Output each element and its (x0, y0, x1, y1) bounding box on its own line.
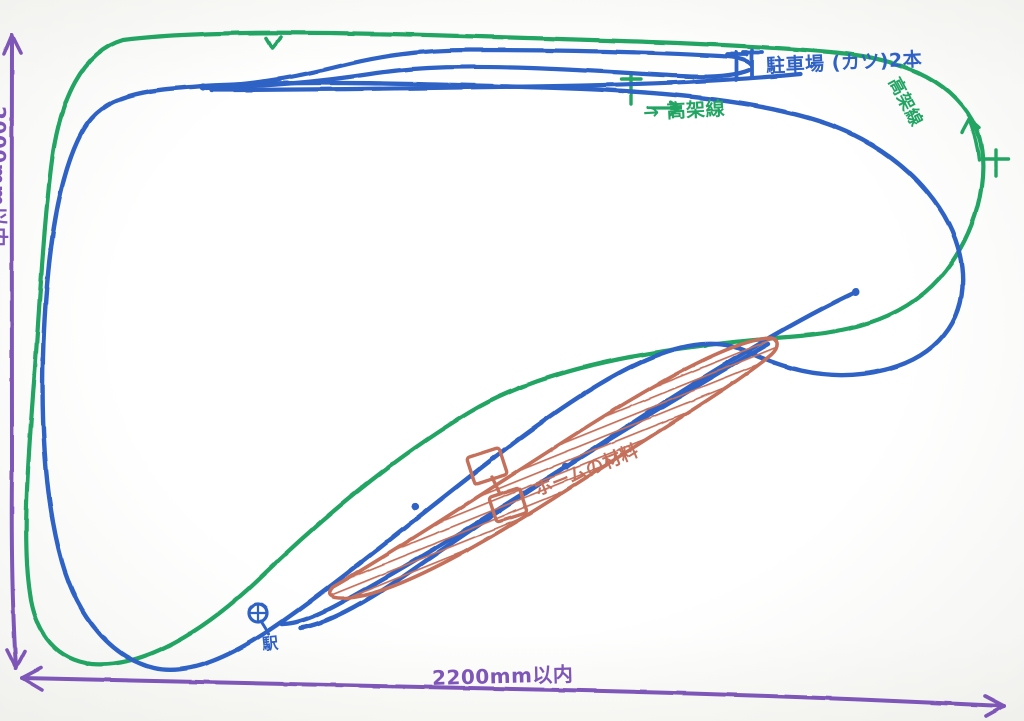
blue-loop-outer (40, 80, 965, 673)
dimension-arrow-right-icon (983, 694, 1006, 718)
dimension-arrow-down-icon (5, 648, 27, 670)
blue-diagonal-joint-3 (411, 503, 419, 511)
dimension-arrow-left-icon (20, 666, 44, 692)
platform-assembly (328, 336, 779, 600)
green-loop-outer (24, 30, 985, 667)
buffer-stop-icon-b (725, 50, 749, 82)
dimension-line-horizontal (20, 676, 1006, 708)
green-tick-left (620, 72, 643, 106)
blue-main-loop (40, 47, 965, 673)
blue-siding-track-2 (203, 64, 752, 91)
dimension-line-vertical (9, 33, 18, 670)
platform-hatched-body (328, 336, 779, 600)
station-building-connector (490, 475, 502, 496)
blue-siding-track-3 (209, 71, 803, 93)
dimension-arrow-up-icon (2, 33, 23, 56)
station-symbol-cross (248, 603, 268, 623)
station-building-lower (487, 486, 529, 524)
buffer-stop-icon-a (741, 48, 764, 78)
green-tick-right (981, 148, 1011, 178)
dimension-frame (2, 33, 1006, 718)
green-elevated-loop (24, 30, 1011, 667)
blue-siding-track-1 (202, 47, 754, 90)
station-symbol-leader (259, 619, 271, 636)
green-track-joint (264, 35, 283, 50)
direction-arrow-right-icon (960, 117, 981, 162)
direction-arrow-left-icon (646, 100, 681, 117)
blue-diagonal-joint-1 (852, 288, 860, 296)
